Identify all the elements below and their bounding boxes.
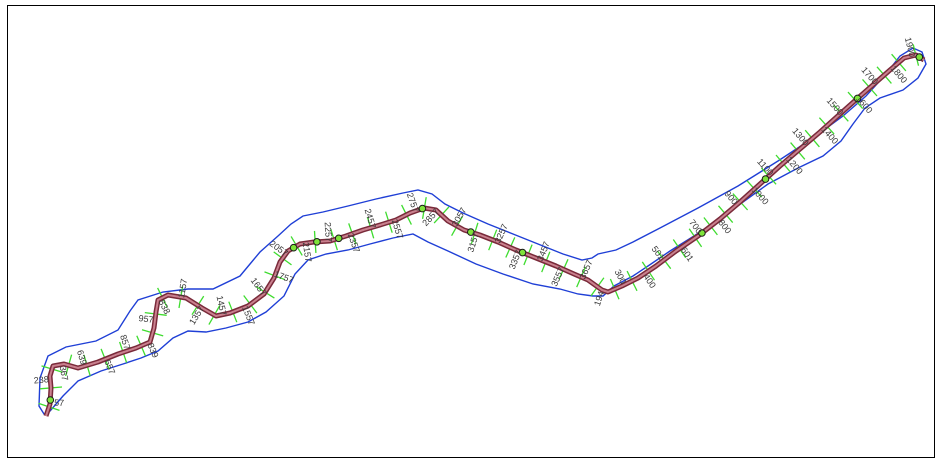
control-point-marker[interactable]: [289, 243, 298, 252]
station-label: 838: [157, 298, 173, 316]
river-centerline-casing: [43, 52, 926, 417]
river-centerline: [45, 54, 925, 417]
station-label: 1000: [750, 185, 771, 207]
station-label: 367: [58, 365, 71, 382]
station-label: 194: [592, 290, 606, 307]
station-label: 1800: [889, 63, 910, 85]
station-label: 2157: [301, 241, 314, 262]
floodplain-boundary: [38, 47, 927, 415]
station-label: 839: [145, 342, 160, 360]
control-point-layer: [46, 53, 924, 404]
station-label: 957: [138, 313, 154, 325]
station-label: 3557: [549, 265, 566, 287]
control-point-marker[interactable]: [313, 238, 321, 246]
cross-section-layer: [38, 44, 920, 412]
station-label: 2257: [323, 222, 334, 243]
station-label: 3357: [507, 248, 524, 270]
station-label: 2457: [363, 208, 378, 230]
river-centerline-layer: [43, 52, 926, 417]
station-label: 1400: [819, 124, 840, 146]
station-label: 1457: [215, 295, 229, 317]
station-label: 1900: [903, 36, 918, 58]
station-label: 1157: [176, 278, 189, 299]
control-point-marker[interactable]: [853, 94, 862, 103]
control-point-marker[interactable]: [46, 396, 55, 404]
station-label: 857: [118, 333, 132, 350]
control-point-marker[interactable]: [915, 53, 924, 61]
control-point-marker[interactable]: [334, 234, 343, 243]
station-label: 238: [33, 374, 49, 385]
station-label: 1757: [273, 269, 295, 285]
station-label: 3057: [450, 206, 469, 228]
station-label: 2757: [405, 191, 421, 213]
control-point-marker[interactable]: [467, 228, 475, 236]
map-viewport[interactable]: 57 238 367 639 657 857 839 957 838 1157 1357 1457 15…: [7, 5, 935, 458]
station-label: 657: [102, 358, 117, 376]
station-label: 3657: [578, 258, 595, 280]
control-point-marker[interactable]: [698, 229, 706, 237]
control-point-marker[interactable]: [761, 175, 770, 183]
control-point-marker[interactable]: [518, 248, 527, 257]
control-point-marker[interactable]: [418, 204, 427, 213]
station-label: 3257: [493, 222, 510, 244]
floodplain-boundary-layer: [38, 47, 927, 415]
station-label: 2557: [390, 218, 406, 240]
station-label: 57: [54, 397, 65, 408]
station-label: 400: [641, 272, 658, 290]
station-label: 639: [75, 349, 89, 366]
station-label: 3157: [465, 231, 481, 253]
